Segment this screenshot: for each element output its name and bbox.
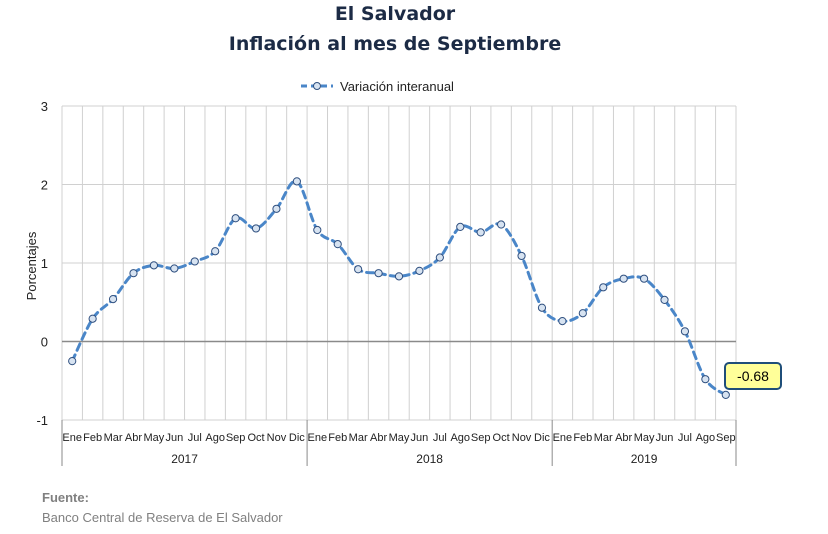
data-point <box>108 295 118 304</box>
source-note: Fuente: Banco Central de Reserva de El S… <box>42 488 283 528</box>
data-point <box>558 316 567 326</box>
last-value-callout: -0.68 <box>724 362 782 390</box>
x-tick-label: Jul <box>678 432 692 444</box>
data-point <box>639 274 649 283</box>
x-group-label: 2018 <box>416 452 443 466</box>
x-tick-label: Feb <box>83 432 102 444</box>
data-point <box>211 247 220 256</box>
data-point <box>415 266 424 275</box>
y-tick-label: 3 <box>41 99 48 114</box>
y-tick-label: -1 <box>36 413 48 428</box>
x-tick-label: Nov <box>267 432 287 444</box>
x-tick-label: Feb <box>328 432 347 444</box>
y-axis-title: Porcentajes <box>24 231 39 300</box>
data-point <box>88 314 97 323</box>
x-tick-label: May <box>634 432 655 444</box>
data-point <box>721 390 730 399</box>
source-text: Banco Central de Reserva de El Salvador <box>42 510 283 525</box>
x-tick-label: Ago <box>450 432 470 444</box>
data-point <box>394 272 404 281</box>
data-point <box>190 257 199 266</box>
data-point <box>680 327 690 336</box>
y-tick-label: 0 <box>41 335 48 350</box>
series-line <box>70 179 728 397</box>
data-point <box>292 177 301 186</box>
data-point <box>537 303 547 312</box>
legend: Variación interanual <box>300 76 454 96</box>
x-tick-label: Mar <box>104 432 123 444</box>
x-tick-label: Feb <box>573 432 592 444</box>
x-tick-label: Mar <box>349 432 368 444</box>
data-point <box>68 357 77 366</box>
x-tick-label: Abr <box>370 432 387 444</box>
x-tick-label: Oct <box>493 432 510 444</box>
x-tick-label: Sep <box>471 432 491 444</box>
x-tick-label: Ene <box>308 432 328 444</box>
data-point <box>149 261 159 270</box>
x-tick-label: Sep <box>716 432 736 444</box>
source-label: Fuente: <box>42 490 89 505</box>
x-tick-label: Jul <box>433 432 447 444</box>
data-point <box>374 269 383 278</box>
data-point <box>517 251 526 261</box>
data-point <box>313 225 322 235</box>
x-tick-label: May <box>144 432 165 444</box>
x-tick-label: Jun <box>411 432 429 444</box>
data-point <box>660 295 669 304</box>
x-group-label: 2017 <box>171 452 198 466</box>
data-point <box>333 240 342 249</box>
x-tick-label: Jun <box>656 432 674 444</box>
legend-label: Variación interanual <box>340 78 454 94</box>
x-tick-label: Ago <box>696 432 716 444</box>
x-tick-label: Abr <box>125 432 142 444</box>
data-point <box>456 222 465 231</box>
x-tick-label: Jul <box>188 432 202 444</box>
chart-subtitle: Inflación al mes de Septiembre <box>228 33 562 55</box>
x-tick-label: Oct <box>247 432 264 444</box>
x-tick-label: Abr <box>615 432 632 444</box>
data-point <box>578 309 587 318</box>
data-point <box>599 283 608 292</box>
x-tick-label: Ene <box>62 432 82 444</box>
x-group-label: 2019 <box>631 452 658 466</box>
chart-title: El Salvador <box>334 3 456 25</box>
data-point <box>619 274 628 283</box>
data-point <box>170 264 179 273</box>
x-tick-label: Dic <box>289 432 305 444</box>
data-point <box>497 220 506 229</box>
x-tick-label: Jun <box>165 432 183 444</box>
x-tick-label: Nov <box>512 432 532 444</box>
x-tick-label: May <box>389 432 410 444</box>
y-tick-label: 2 <box>41 178 48 193</box>
data-point <box>251 224 261 233</box>
data-point <box>129 269 138 278</box>
data-point <box>272 204 281 213</box>
data-point <box>476 228 485 237</box>
x-tick-label: Mar <box>594 432 613 444</box>
x-tick-label: Sep <box>226 432 246 444</box>
data-point <box>701 375 710 384</box>
data-point <box>354 265 363 274</box>
x-tick-label: Ago <box>205 432 225 444</box>
x-tick-label: Dic <box>534 432 550 444</box>
x-tick-label: Ene <box>553 432 573 444</box>
data-point <box>435 253 444 262</box>
data-point <box>231 214 240 223</box>
y-tick-label: 1 <box>41 256 48 271</box>
legend-line-marker-icon <box>301 82 333 90</box>
